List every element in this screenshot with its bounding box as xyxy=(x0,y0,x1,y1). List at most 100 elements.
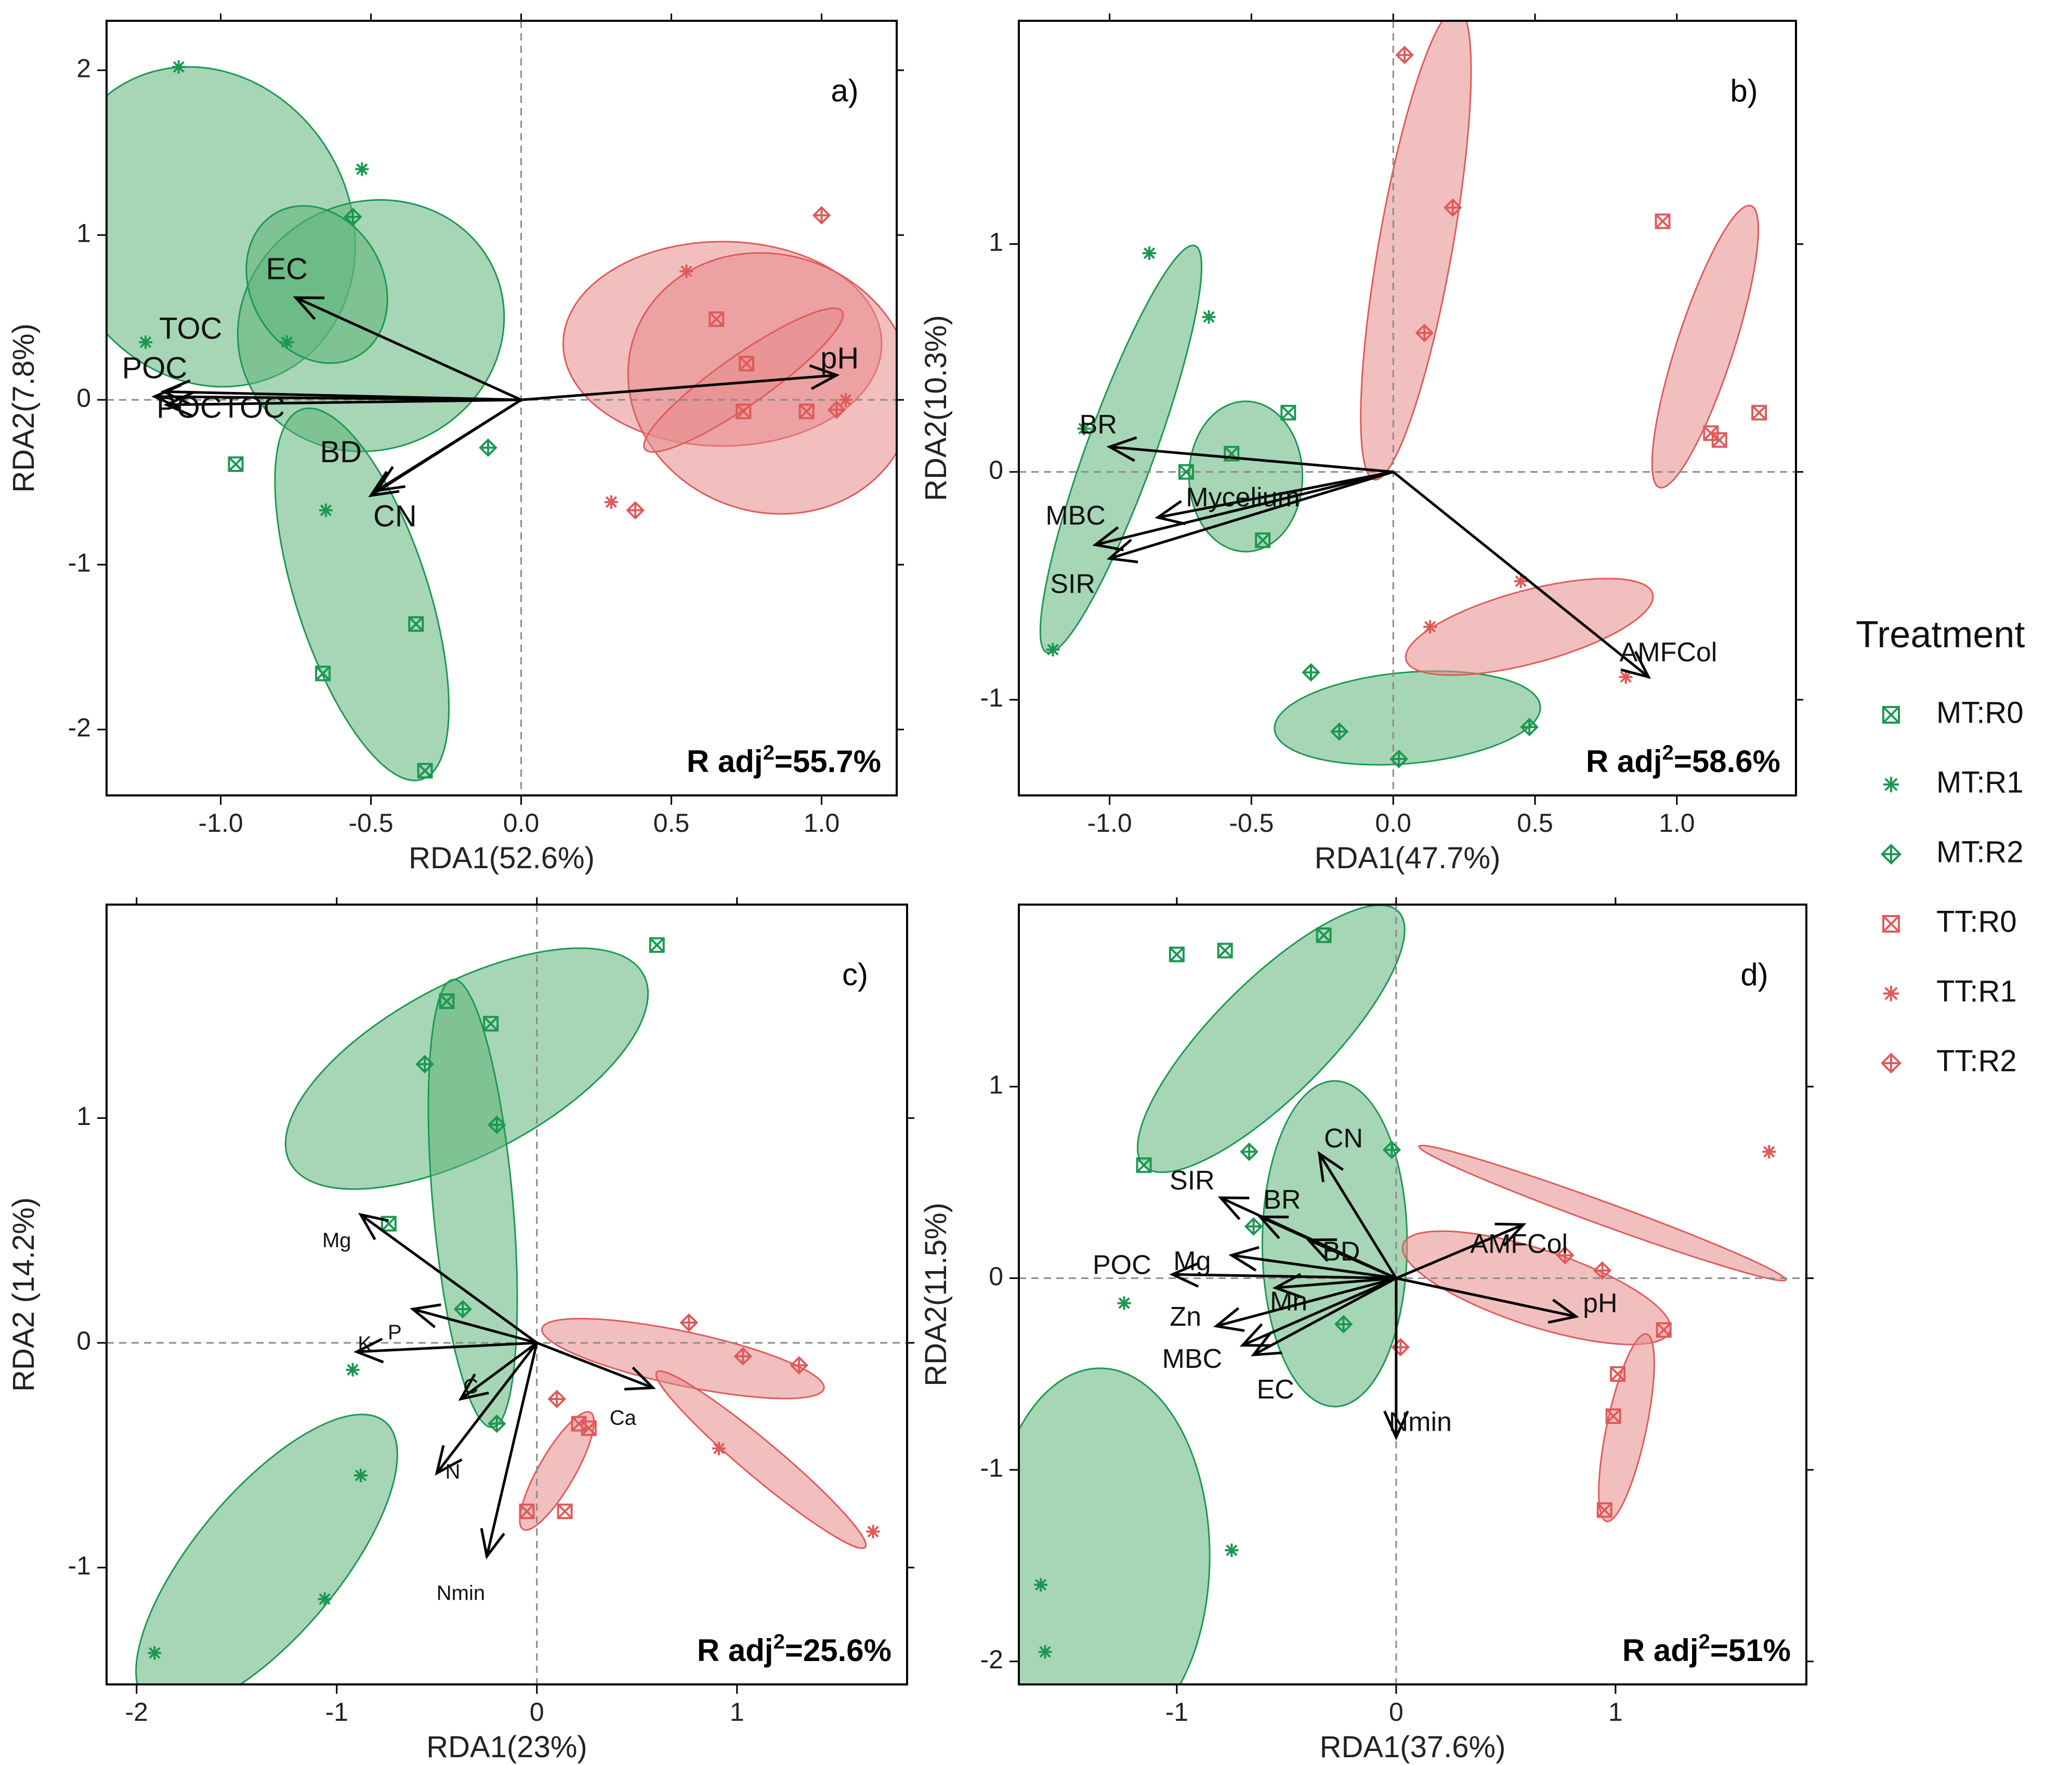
confidence-ellipse-mt xyxy=(1274,670,1541,766)
y-tick-label: 1 xyxy=(76,218,91,247)
vector-label-mg: Mg xyxy=(322,1229,351,1252)
x-tick-label: 1.0 xyxy=(1659,808,1695,838)
plot-area: EC TOC POC POCTOC BD CN pH xyxy=(107,21,897,795)
data-point-tt-r2 xyxy=(827,400,846,419)
vector-arrowhead xyxy=(1092,526,1124,552)
vector-arrow-ph xyxy=(1396,1277,1577,1318)
data-point-mt-r0 xyxy=(228,456,244,472)
vector-arrowhead xyxy=(1217,1196,1250,1220)
vector-label-poctoc: POCTOC xyxy=(156,390,285,424)
data-point-mt-r1 xyxy=(318,1592,332,1606)
data-point-tt-r0 xyxy=(557,1503,573,1520)
data-point-mt-r0 xyxy=(439,993,455,1009)
vector-arrowhead xyxy=(1106,539,1138,564)
data-point-mt-r0 xyxy=(408,616,424,632)
data-point-mt-r2 xyxy=(453,1300,473,1318)
data-point-tt-r1 xyxy=(866,1525,880,1539)
legend-label: MT:R1 xyxy=(1936,765,2024,799)
legend-marker-boxx xyxy=(1882,915,1900,933)
vector-arrow-c xyxy=(460,1341,538,1401)
y-tick-label: -1 xyxy=(980,1453,1003,1482)
data-point-tt-r2 xyxy=(1444,198,1462,217)
legend-marker-star xyxy=(1883,777,1899,792)
legend: Treatment MT:R0 MT:R1 MT:R2 TT:R0 TT:R1 TT:R2 xyxy=(1856,614,2025,1078)
data-point-mt-r1 xyxy=(1077,422,1091,436)
vector-arrow-poc xyxy=(154,395,521,401)
vector-arrowhead xyxy=(1228,1246,1260,1272)
vector-label-ph: pH xyxy=(820,341,859,375)
vector-arrowhead xyxy=(368,470,400,498)
data-point-mt-r2 xyxy=(1330,722,1349,741)
data-point-tt-r2 xyxy=(626,501,645,520)
x-tick-label: -1.0 xyxy=(1087,808,1132,838)
vector-arrow-amfcol xyxy=(1392,470,1649,678)
data-point-mt-r1 xyxy=(1142,246,1156,260)
y-tick-label: -1 xyxy=(68,548,91,577)
vector-label-toc: TOC xyxy=(159,311,222,345)
x-tick-label: -1.0 xyxy=(199,808,243,838)
y-axis-label: RDA2(7.8%) xyxy=(7,323,41,493)
y-tick-label: 1 xyxy=(989,1070,1003,1099)
data-point-mt-r0 xyxy=(1280,404,1296,421)
data-point-tt-r0 xyxy=(739,356,755,372)
panel-frame xyxy=(106,904,908,1685)
panel-frame xyxy=(106,20,898,796)
data-point-mt-r1 xyxy=(1117,1296,1131,1310)
data-point-mt-r1 xyxy=(139,335,153,349)
panel-letter: a) xyxy=(831,73,858,108)
x-tick-label: 0.5 xyxy=(1517,808,1553,838)
data-point-tt-r0 xyxy=(1751,404,1767,421)
data-point-tt-r0 xyxy=(1610,1366,1626,1382)
data-point-tt-r1 xyxy=(838,393,853,407)
vector-label-cn: CN xyxy=(373,500,417,533)
data-point-tt-r0 xyxy=(1711,432,1727,448)
y-tick-label: -2 xyxy=(980,1645,1003,1674)
data-point-tt-r2 xyxy=(790,1356,808,1375)
y-axis-label: RDA2(10.3%) xyxy=(919,315,953,501)
data-point-tt-r2 xyxy=(679,1313,699,1332)
legend-label: TT:R2 xyxy=(1936,1044,2017,1078)
vector-label-cn: CN xyxy=(1324,1123,1363,1154)
vector-arrowhead xyxy=(1155,500,1186,526)
x-tick-label: 1.0 xyxy=(804,808,840,838)
data-point-mt-r1 xyxy=(172,60,186,74)
data-point-tt-r0 xyxy=(1655,213,1671,229)
x-axis-label: RDA1(23%) xyxy=(426,1730,587,1764)
legend-item: TT:R1 xyxy=(1883,974,2017,1008)
data-point-mt-r0 xyxy=(1217,943,1233,959)
x-axis-label: RDA1(52.6%) xyxy=(409,841,595,875)
vector-arrow-n xyxy=(436,1342,538,1474)
x-tick-label: 0.0 xyxy=(1375,808,1411,838)
y-tick-label: 2 xyxy=(76,54,91,83)
legend-marker-diamondplus xyxy=(1880,1052,1902,1074)
legend-item: TT:R0 xyxy=(1882,905,2017,938)
x-tick-label: 0.5 xyxy=(653,808,690,838)
vector-arrowhead xyxy=(410,1303,441,1328)
data-point-mt-r0 xyxy=(1316,927,1332,943)
data-point-tt-r0 xyxy=(1656,1322,1672,1338)
vector-label-c: C xyxy=(463,1375,478,1398)
vector-arrowhead xyxy=(1620,651,1651,679)
y-tick-label: 0 xyxy=(989,1262,1003,1291)
data-point-mt-r1 xyxy=(1034,1578,1048,1592)
vector-arrow-ec xyxy=(1253,1277,1397,1356)
y-tick-label: 0 xyxy=(76,383,91,412)
data-point-tt-r2 xyxy=(733,1347,753,1366)
vector-arrowhead xyxy=(293,296,325,320)
x-tick-label: 0 xyxy=(530,1697,544,1727)
vector-label-poc: POC xyxy=(122,351,188,385)
legend-items: MT:R0 MT:R1 MT:R2 TT:R0 TT:R1 TT:R2 xyxy=(1880,696,2024,1078)
vector-label-ca: Ca xyxy=(610,1406,637,1429)
vector-arrow-poc xyxy=(1172,1273,1396,1280)
vector-arrowhead xyxy=(1169,1262,1199,1288)
data-point-mt-r0 xyxy=(1255,532,1271,548)
panel-frame xyxy=(1018,904,1807,1685)
data-point-tt-r1 xyxy=(1514,574,1528,589)
vector-label-nmin: Nmin xyxy=(437,1582,485,1605)
data-point-tt-r2 xyxy=(1395,45,1414,64)
x-axis-label: RDA1(37.6%) xyxy=(1320,1730,1506,1764)
confidence-ellipse-mt xyxy=(1019,1367,1211,1684)
x-tick-label: 0.0 xyxy=(503,808,540,838)
data-point-tt-r2 xyxy=(1556,1246,1575,1265)
